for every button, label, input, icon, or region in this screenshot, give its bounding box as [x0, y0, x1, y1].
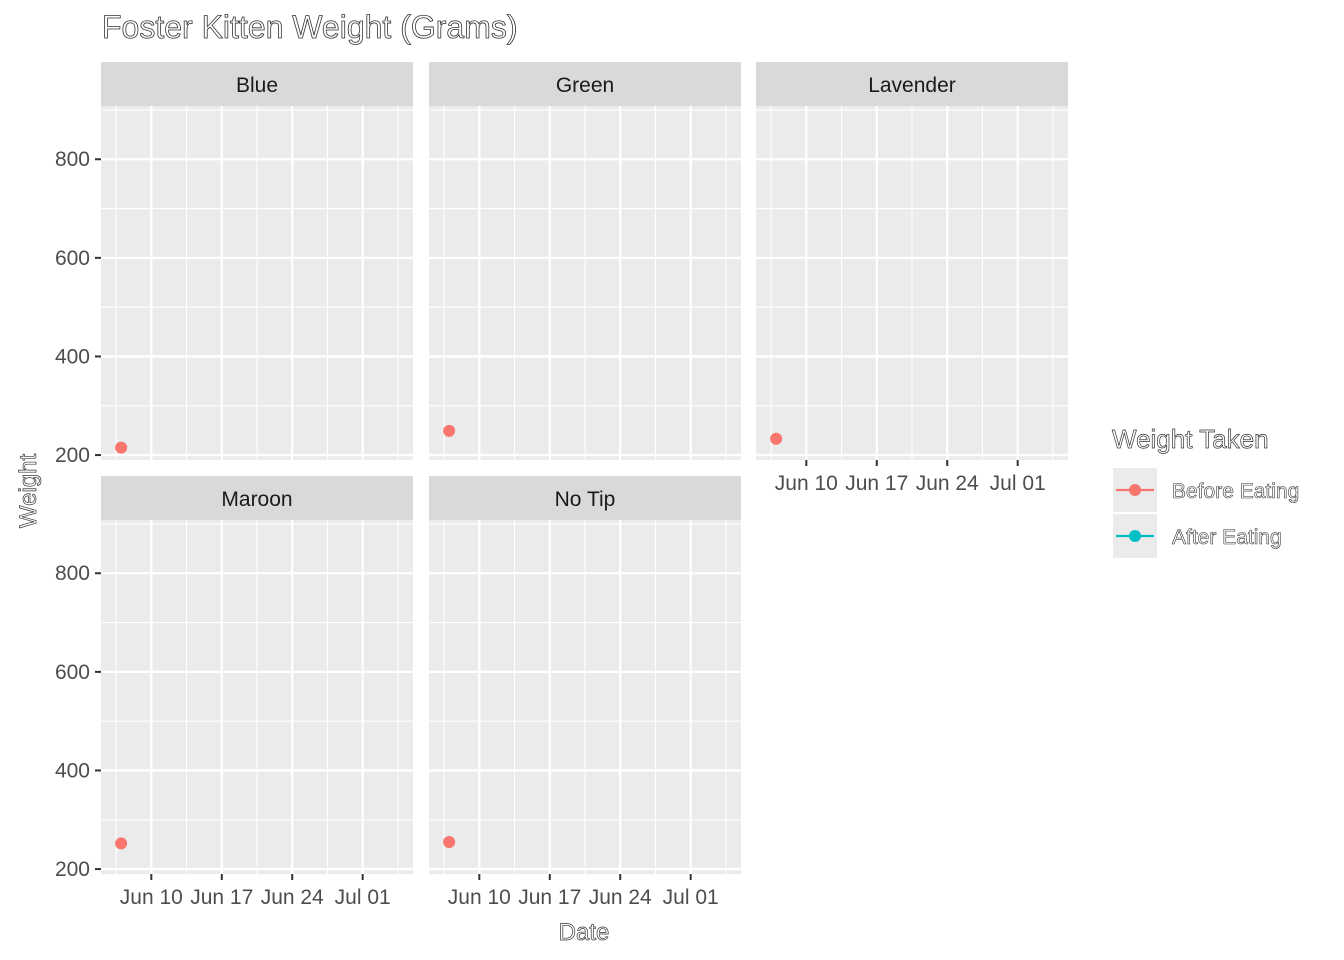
y-tick-label: 200 — [55, 444, 90, 467]
legend-key-point — [1129, 530, 1141, 542]
y-axis-title: Weight — [15, 454, 42, 529]
panel-no-tip: No Tip Jun 10 Jun 17 Jun 24 Jul 01 — [429, 476, 741, 909]
panel-strip — [429, 476, 741, 520]
panel-blue: Blue 200 400 600 800 — [55, 62, 413, 467]
chart-title: Foster Kitten Weight (Grams) — [102, 9, 518, 45]
legend-title: Weight Taken — [1112, 424, 1269, 454]
panel-strip-label: Maroon — [221, 488, 292, 511]
panel-strip — [101, 62, 413, 106]
panel-strip-label: Blue — [236, 74, 278, 97]
data-point — [115, 441, 128, 454]
panels-layer: Blue 200 400 600 800 Green Lavender Jun 10 Jun 1… — [55, 62, 1068, 909]
x-tick-label: Jun 10 — [120, 886, 183, 909]
x-tick-label: Jul 01 — [663, 886, 719, 909]
data-point — [115, 837, 128, 850]
x-tick-label: Jun 17 — [845, 472, 908, 495]
panel-strip — [429, 62, 741, 106]
panel-strip — [101, 476, 413, 520]
legend-entry-after-eating: After Eating — [1113, 514, 1282, 558]
panel-strip — [756, 62, 1068, 106]
x-tick-label: Jul 01 — [335, 886, 391, 909]
data-point — [443, 835, 456, 848]
panel-strip-label: Lavender — [868, 74, 956, 97]
y-tick-label: 800 — [55, 562, 90, 585]
x-tick-label: Jun 24 — [261, 886, 324, 909]
panel-strip-label: Green — [556, 74, 614, 97]
panel-lavender: Lavender Jun 10 Jun 17 Jun 24 Jul 01 — [756, 62, 1068, 495]
data-point — [770, 432, 783, 445]
data-point — [443, 424, 456, 437]
panel-strip-label: No Tip — [555, 488, 616, 511]
x-tick-label: Jun 10 — [775, 472, 838, 495]
legend-key-point — [1129, 484, 1141, 496]
y-tick-label: 600 — [55, 661, 90, 684]
panel-green: Green — [429, 62, 741, 460]
y-tick-label: 800 — [55, 148, 90, 171]
legend-entry-before-eating: Before Eating — [1113, 468, 1300, 512]
y-tick-label: 400 — [55, 345, 90, 368]
y-tick-label: 400 — [55, 759, 90, 782]
x-axis-title: Date — [559, 919, 610, 946]
panel-maroon: Maroon 200 400 600 800 Jun 10 Jun 17 Jun 24 Jul … — [55, 476, 413, 909]
x-tick-label: Jun 10 — [448, 886, 511, 909]
x-tick-label: Jun 17 — [518, 886, 581, 909]
x-tick-label: Jun 17 — [190, 886, 253, 909]
legend-label: After Eating — [1172, 526, 1282, 549]
x-tick-label: Jun 24 — [916, 472, 979, 495]
legend-label: Before Eating — [1172, 480, 1299, 503]
legend: Weight Taken Before Eating After Eating — [1112, 424, 1300, 558]
y-tick-label: 200 — [55, 858, 90, 881]
x-tick-label: Jul 01 — [990, 472, 1046, 495]
x-tick-label: Jun 24 — [589, 886, 652, 909]
y-tick-label: 600 — [55, 247, 90, 270]
